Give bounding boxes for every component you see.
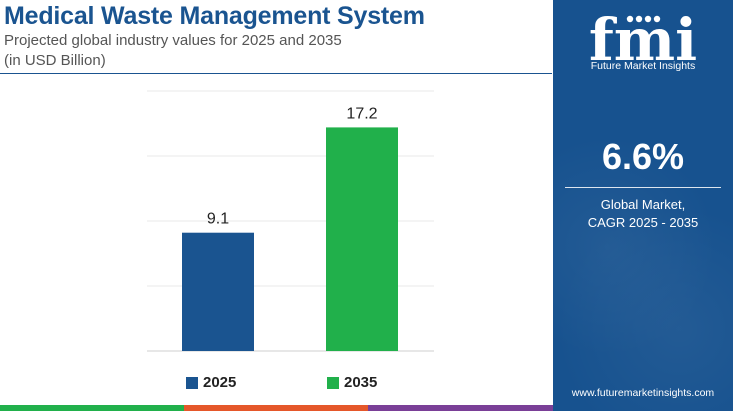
bottom-bar-purple <box>368 405 553 411</box>
data-labels: 9.1 17.2 <box>207 105 378 227</box>
bottom-bar-green <box>0 405 184 411</box>
data-label-2035: 17.2 <box>346 105 377 122</box>
legend-label-2025: 2025 <box>203 374 237 391</box>
chart-title: Medical Waste Management System <box>4 2 425 30</box>
panel-divider <box>565 187 721 188</box>
bottom-bar-orange <box>184 405 368 411</box>
legend-item-2025: 2025 <box>186 374 236 391</box>
data-label-2025: 9.1 <box>207 211 229 228</box>
chart-legend: 2025 2035 <box>0 374 552 396</box>
legend-label-2035: 2035 <box>344 374 378 391</box>
logo-people-icon <box>626 15 661 23</box>
title-divider <box>0 73 552 74</box>
cagr-value: 6.6% <box>601 136 685 177</box>
logo-tagline: Future Market Insights <box>590 60 696 72</box>
cagr-label-line-2: CAGR 2025 - 2035 <box>587 215 699 230</box>
bars <box>182 127 398 352</box>
website-url[interactable]: www.futuremarketinsights.com <box>571 387 715 399</box>
legend-swatch-2035 <box>327 376 339 389</box>
fmi-logo-wordmark: fmi <box>589 10 697 72</box>
subtitle-line-2: (in USD Billion) <box>4 52 106 69</box>
bar-2025 <box>182 232 254 351</box>
fmi-logo: fmi <box>589 10 697 72</box>
subtitle-line-1: Projected global industry values for 202… <box>4 32 342 49</box>
legend-swatch-2025 <box>186 376 198 389</box>
chart-subtitle: Projected global industry values for 202… <box>4 31 342 71</box>
cagr-label: Global Market, CAGR 2025 - 2035 <box>553 196 733 232</box>
legend-item-2035: 2035 <box>327 374 377 391</box>
info-panel: fmi Future Market Insights 6.6% Global M… <box>553 0 733 411</box>
bar-2035 <box>326 127 398 352</box>
bar-chart: 9.1 17.2 <box>147 90 434 352</box>
cagr-label-line-1: Global Market, <box>600 197 686 212</box>
